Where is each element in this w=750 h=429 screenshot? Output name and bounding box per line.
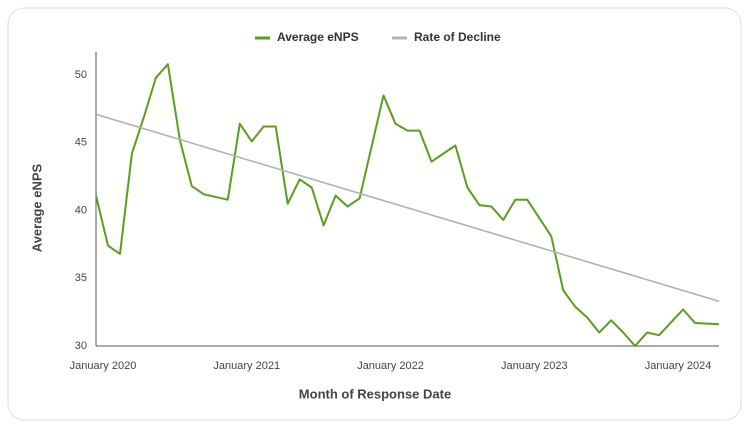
legend-label: Rate of Decline [414,30,501,44]
x-tick-label: January 2023 [501,360,568,372]
x-tick-label: January 2022 [357,360,424,372]
y-axis-title: Average eNPS [29,163,44,252]
y-tick-label: 45 [75,137,87,149]
legend-label: Average eNPS [277,30,359,44]
x-tick-label: January 2024 [645,360,712,372]
y-tick-label: 40 [75,204,87,216]
series-line [95,113,720,303]
y-tick-label: 35 [75,272,87,284]
x-tick-label: January 2021 [213,360,280,372]
y-tick-label: 30 [75,340,87,352]
card [7,7,742,421]
x-axis-title: Month of Response Date [299,386,451,401]
series-line [95,63,720,347]
y-tick-label: 50 [75,69,87,81]
x-tick-label: January 2020 [70,360,137,372]
